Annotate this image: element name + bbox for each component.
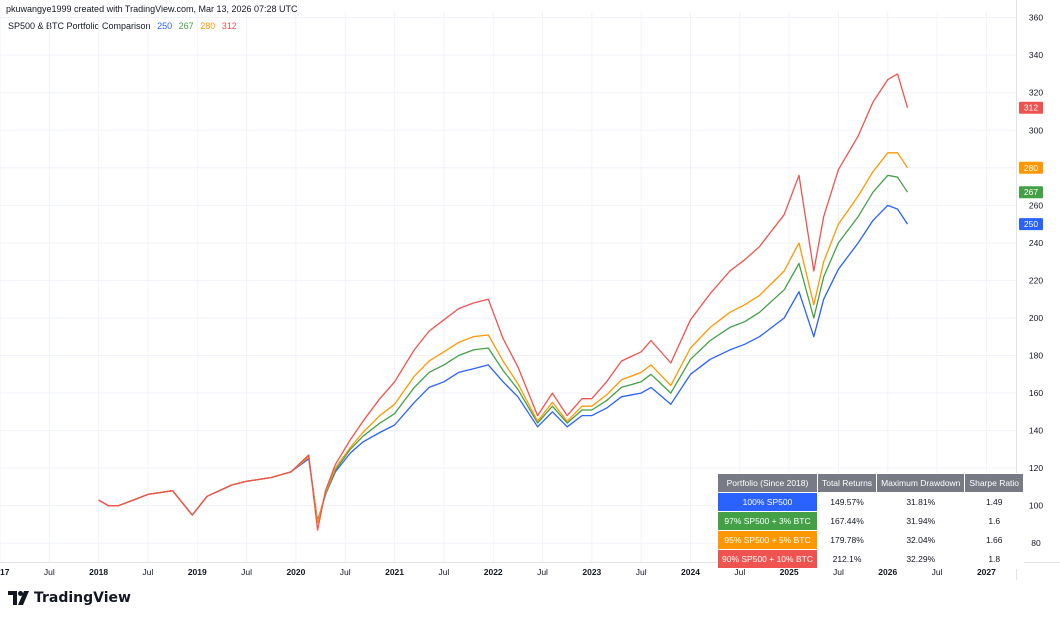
y-tick-label: 360 bbox=[1029, 13, 1043, 23]
stats-total-returns: 179.78% bbox=[816, 530, 878, 550]
stats-header-row: Portfolio (Since 2018) Total Returns Max… bbox=[717, 473, 1025, 493]
y-tick-label: 160 bbox=[1029, 388, 1043, 398]
x-tick-label: 2025 bbox=[780, 567, 799, 577]
stats-header-sharpe: Sharpe Ratio bbox=[964, 473, 1025, 493]
y-tick-label: 200 bbox=[1029, 313, 1043, 323]
y-tick-label: 300 bbox=[1029, 125, 1043, 135]
stats-header-total-returns: Total Returns bbox=[816, 473, 878, 493]
x-tick-label: 2018 bbox=[89, 567, 108, 577]
y-tick-label: 260 bbox=[1029, 200, 1043, 210]
series-line-3 bbox=[98, 73, 909, 531]
x-tick-label: Jul bbox=[833, 567, 844, 577]
x-tick-label: 2022 bbox=[484, 567, 503, 577]
stats-max-drawdown: 31.81% bbox=[876, 492, 966, 512]
stats-row: 90% SP500 + 10% BTC 212.1% 32.29% 1.8 bbox=[717, 549, 1025, 569]
stats-row: 97% SP500 + 3% BTC 167.44% 31.94% 1.6 bbox=[717, 511, 1025, 531]
x-tick-label: Jul bbox=[537, 567, 548, 577]
x-tick-label: 2026 bbox=[878, 567, 897, 577]
x-tick-label: Jul bbox=[241, 567, 252, 577]
stats-total-returns: 212.1% bbox=[816, 549, 878, 569]
stats-sharpe-ratio: 1.6 bbox=[964, 511, 1025, 531]
x-tick-label: Jul bbox=[340, 567, 351, 577]
stats-sharpe-ratio: 1.49 bbox=[964, 492, 1025, 512]
last-value-badge bbox=[1019, 218, 1043, 231]
tradingview-logo[interactable]: TradingView bbox=[8, 590, 131, 606]
legend-value-10btc: 312 bbox=[221, 21, 237, 31]
y-tick-label: 220 bbox=[1029, 275, 1043, 285]
x-tick-label: Jul bbox=[636, 567, 647, 577]
y-tick-label: 140 bbox=[1029, 426, 1043, 436]
study-title: SP500 & BTC Portfolio Comparison bbox=[8, 21, 151, 31]
x-tick-label: 2024 bbox=[681, 567, 700, 577]
y-tick-label: 120 bbox=[1029, 463, 1043, 473]
stats-row: 100% SP500 149.57% 31.81% 1.49 bbox=[717, 492, 1025, 512]
stats-header-portfolio: Portfolio (Since 2018) bbox=[717, 473, 818, 493]
stats-max-drawdown: 32.04% bbox=[876, 530, 966, 550]
last-value-label: 250 bbox=[1024, 219, 1038, 229]
stats-total-returns: 167.44% bbox=[816, 511, 878, 531]
y-tick-label: 320 bbox=[1029, 88, 1043, 98]
legend-value-sp500: 250 bbox=[157, 21, 173, 31]
chart-credit: pkuwangye1999 created with TradingView.c… bbox=[6, 4, 298, 14]
stats-row: 95% SP500 + 5% BTC 179.78% 32.04% 1.66 bbox=[717, 530, 1025, 550]
stats-portfolio-name: 100% SP500 bbox=[717, 492, 818, 512]
study-legend[interactable]: SP500 & BTC Portfolio Comparison 250 267… bbox=[8, 21, 237, 31]
stats-max-drawdown: 32.29% bbox=[876, 549, 966, 569]
legend-value-5btc: 280 bbox=[200, 21, 216, 31]
x-tick-label: 2021 bbox=[385, 567, 404, 577]
stats-max-drawdown: 31.94% bbox=[876, 511, 966, 531]
x-tick-label: 2017 bbox=[0, 567, 10, 577]
x-tick-label: 2023 bbox=[582, 567, 601, 577]
tradingview-brand: TradingView bbox=[34, 590, 131, 606]
portfolio-stats-table: Portfolio (Since 2018) Total Returns Max… bbox=[717, 473, 1025, 569]
x-tick-label: Jul bbox=[932, 567, 943, 577]
x-tick-label: Jul bbox=[44, 567, 55, 577]
stats-total-returns: 149.57% bbox=[816, 492, 878, 512]
last-value-badge bbox=[1019, 161, 1043, 174]
y-tick-label: 180 bbox=[1029, 351, 1043, 361]
stats-sharpe-ratio: 1.66 bbox=[964, 530, 1025, 550]
y-tick-label: 240 bbox=[1029, 238, 1043, 248]
last-value-badge bbox=[1019, 101, 1043, 114]
x-tick-label: 2020 bbox=[286, 567, 305, 577]
y-tick-label: 100 bbox=[1029, 501, 1043, 511]
tradingview-logo-icon bbox=[8, 591, 29, 605]
x-tick-label: 2019 bbox=[188, 567, 207, 577]
y-tick-label: 340 bbox=[1029, 50, 1043, 60]
last-value-label: 312 bbox=[1024, 103, 1038, 113]
x-tick-label: 2027 bbox=[977, 567, 996, 577]
last-value-badge bbox=[1019, 186, 1043, 199]
x-tick-label: Jul bbox=[438, 567, 449, 577]
stats-portfolio-name: 95% SP500 + 5% BTC bbox=[717, 530, 818, 550]
last-value-label: 267 bbox=[1024, 187, 1038, 197]
legend-value-3btc: 267 bbox=[178, 21, 194, 31]
stats-portfolio-name: 97% SP500 + 3% BTC bbox=[717, 511, 818, 531]
stats-sharpe-ratio: 1.8 bbox=[964, 549, 1025, 569]
x-tick-label: Jul bbox=[143, 567, 154, 577]
series-line-1 bbox=[98, 174, 909, 524]
stats-header-max-drawdown: Maximum Drawdown bbox=[876, 473, 966, 493]
last-value-label: 280 bbox=[1024, 163, 1038, 173]
stats-portfolio-name: 90% SP500 + 10% BTC bbox=[717, 549, 818, 569]
x-tick-label: Jul bbox=[734, 567, 745, 577]
y-tick-label: 80 bbox=[1031, 538, 1041, 548]
